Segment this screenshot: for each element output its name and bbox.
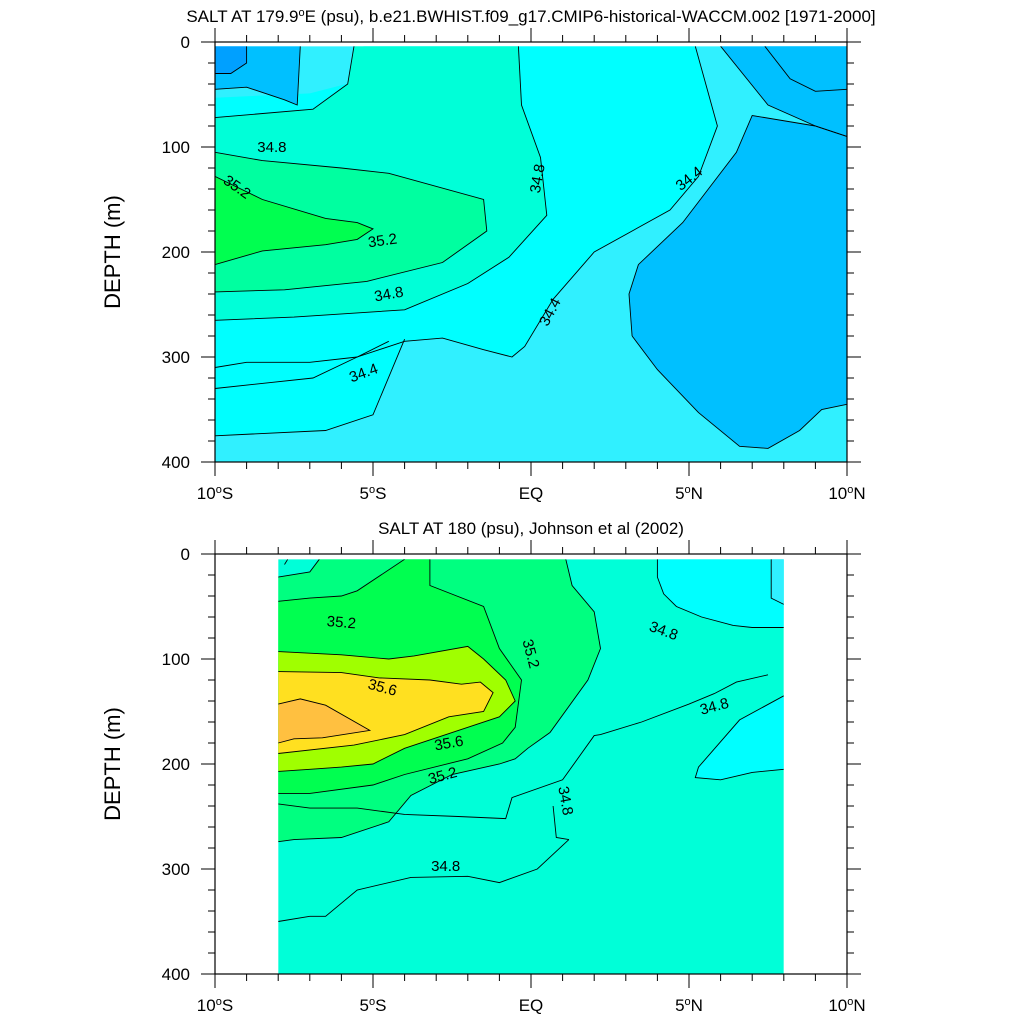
contour-line [215,46,355,119]
filled-region-cyan-northeast-deep [695,695,784,780]
x-tick-label: 10oS [197,996,233,1015]
contour-line [278,559,405,602]
contour-label: 35.2 [519,638,543,671]
contour-line [628,114,847,337]
contour-line [278,674,769,820]
contour-line [278,671,494,754]
contour-label: 34.8 [257,139,286,156]
y-tick-label: 400 [162,453,190,472]
contour-line [278,559,522,794]
x-tick-label: EQ [519,484,544,503]
filled-region-blue-north-band [720,46,847,137]
filled-region-orange-max-core [278,698,370,743]
x-tick-label: EQ [519,996,544,1015]
y-tick-label: 0 [181,545,190,564]
y-tick-label: 300 [162,348,190,367]
y-tick-label: 400 [162,965,190,984]
contour-line [215,339,406,437]
contour-line [552,805,569,841]
filled-region-blue-deep-surface-south [215,46,247,74]
contour-line [656,559,784,628]
contour-line [278,645,516,772]
x-tick-label: 5oS [360,484,387,503]
y-tick-label: 300 [162,860,190,879]
filled-region-cyan-northeast-surface [657,559,784,628]
x-tick-label: 10oS [197,484,233,503]
top-contour-panel: 34.835.235.234.834.434.834.434.401002003… [100,28,866,503]
x-tick-label: 10oN [828,484,865,503]
contour-field [215,46,847,462]
contour-line [215,46,301,106]
contour-label: 34.8 [431,858,460,875]
x-tick-label: 10oN [828,996,865,1015]
contour-line [631,335,847,449]
contour-line [770,559,784,605]
contour-line [278,698,372,744]
contour-line [284,559,289,565]
contour-label: 34.8 [527,163,549,195]
contour-label: 34.8 [373,284,405,306]
filled-region-cyan-deep-southwest [215,339,405,436]
contour-line [215,175,374,266]
y-axis-label: DEPTH (m) [100,195,125,309]
contour-label: 34.8 [698,695,731,719]
y-tick-label: 0 [181,33,190,52]
bottom-panel-title: SALT AT 180 (psu), Johnson et al (2002) [378,519,684,538]
contour-line [215,46,718,389]
y-tick-label: 100 [162,650,190,669]
filled-region-green-max-core [215,176,373,265]
top-panel-title: SALT AT 179.9oE (psu), b.e21.BWHIST.f09_… [186,7,875,26]
contour-line [720,46,847,137]
contour-line [215,46,548,321]
contour-label: 35.6 [366,676,399,700]
contour-label: 35.2 [326,613,357,632]
contour-line [278,559,601,843]
contour-field [278,559,784,974]
contour-line [764,46,847,92]
filled-region-blue-deep-north [629,115,847,449]
y-tick-label: 100 [162,138,190,157]
contour-label: 35.2 [367,230,398,251]
contour-line [215,46,248,74]
filled-region-blue-northeast-corner [771,559,784,605]
x-tick-label: 5oN [675,996,703,1015]
y-axis-label: DEPTH (m) [100,707,125,821]
contour-label: 35.2 [426,764,459,788]
contour-line [215,340,390,368]
y-tick-label: 200 [162,243,190,262]
contour-line [215,151,488,293]
y-tick-label: 200 [162,755,190,774]
contour-label: 35.6 [433,733,465,755]
contour-label: 34.8 [554,785,576,817]
contour-line [694,695,784,781]
contour-line [278,559,320,578]
bottom-contour-panel: 35.235.635.635.234.835.234.834.834.80100… [100,540,866,1015]
x-tick-label: 5oN [675,484,703,503]
contour-line [278,839,570,922]
x-tick-label: 5oS [360,996,387,1015]
